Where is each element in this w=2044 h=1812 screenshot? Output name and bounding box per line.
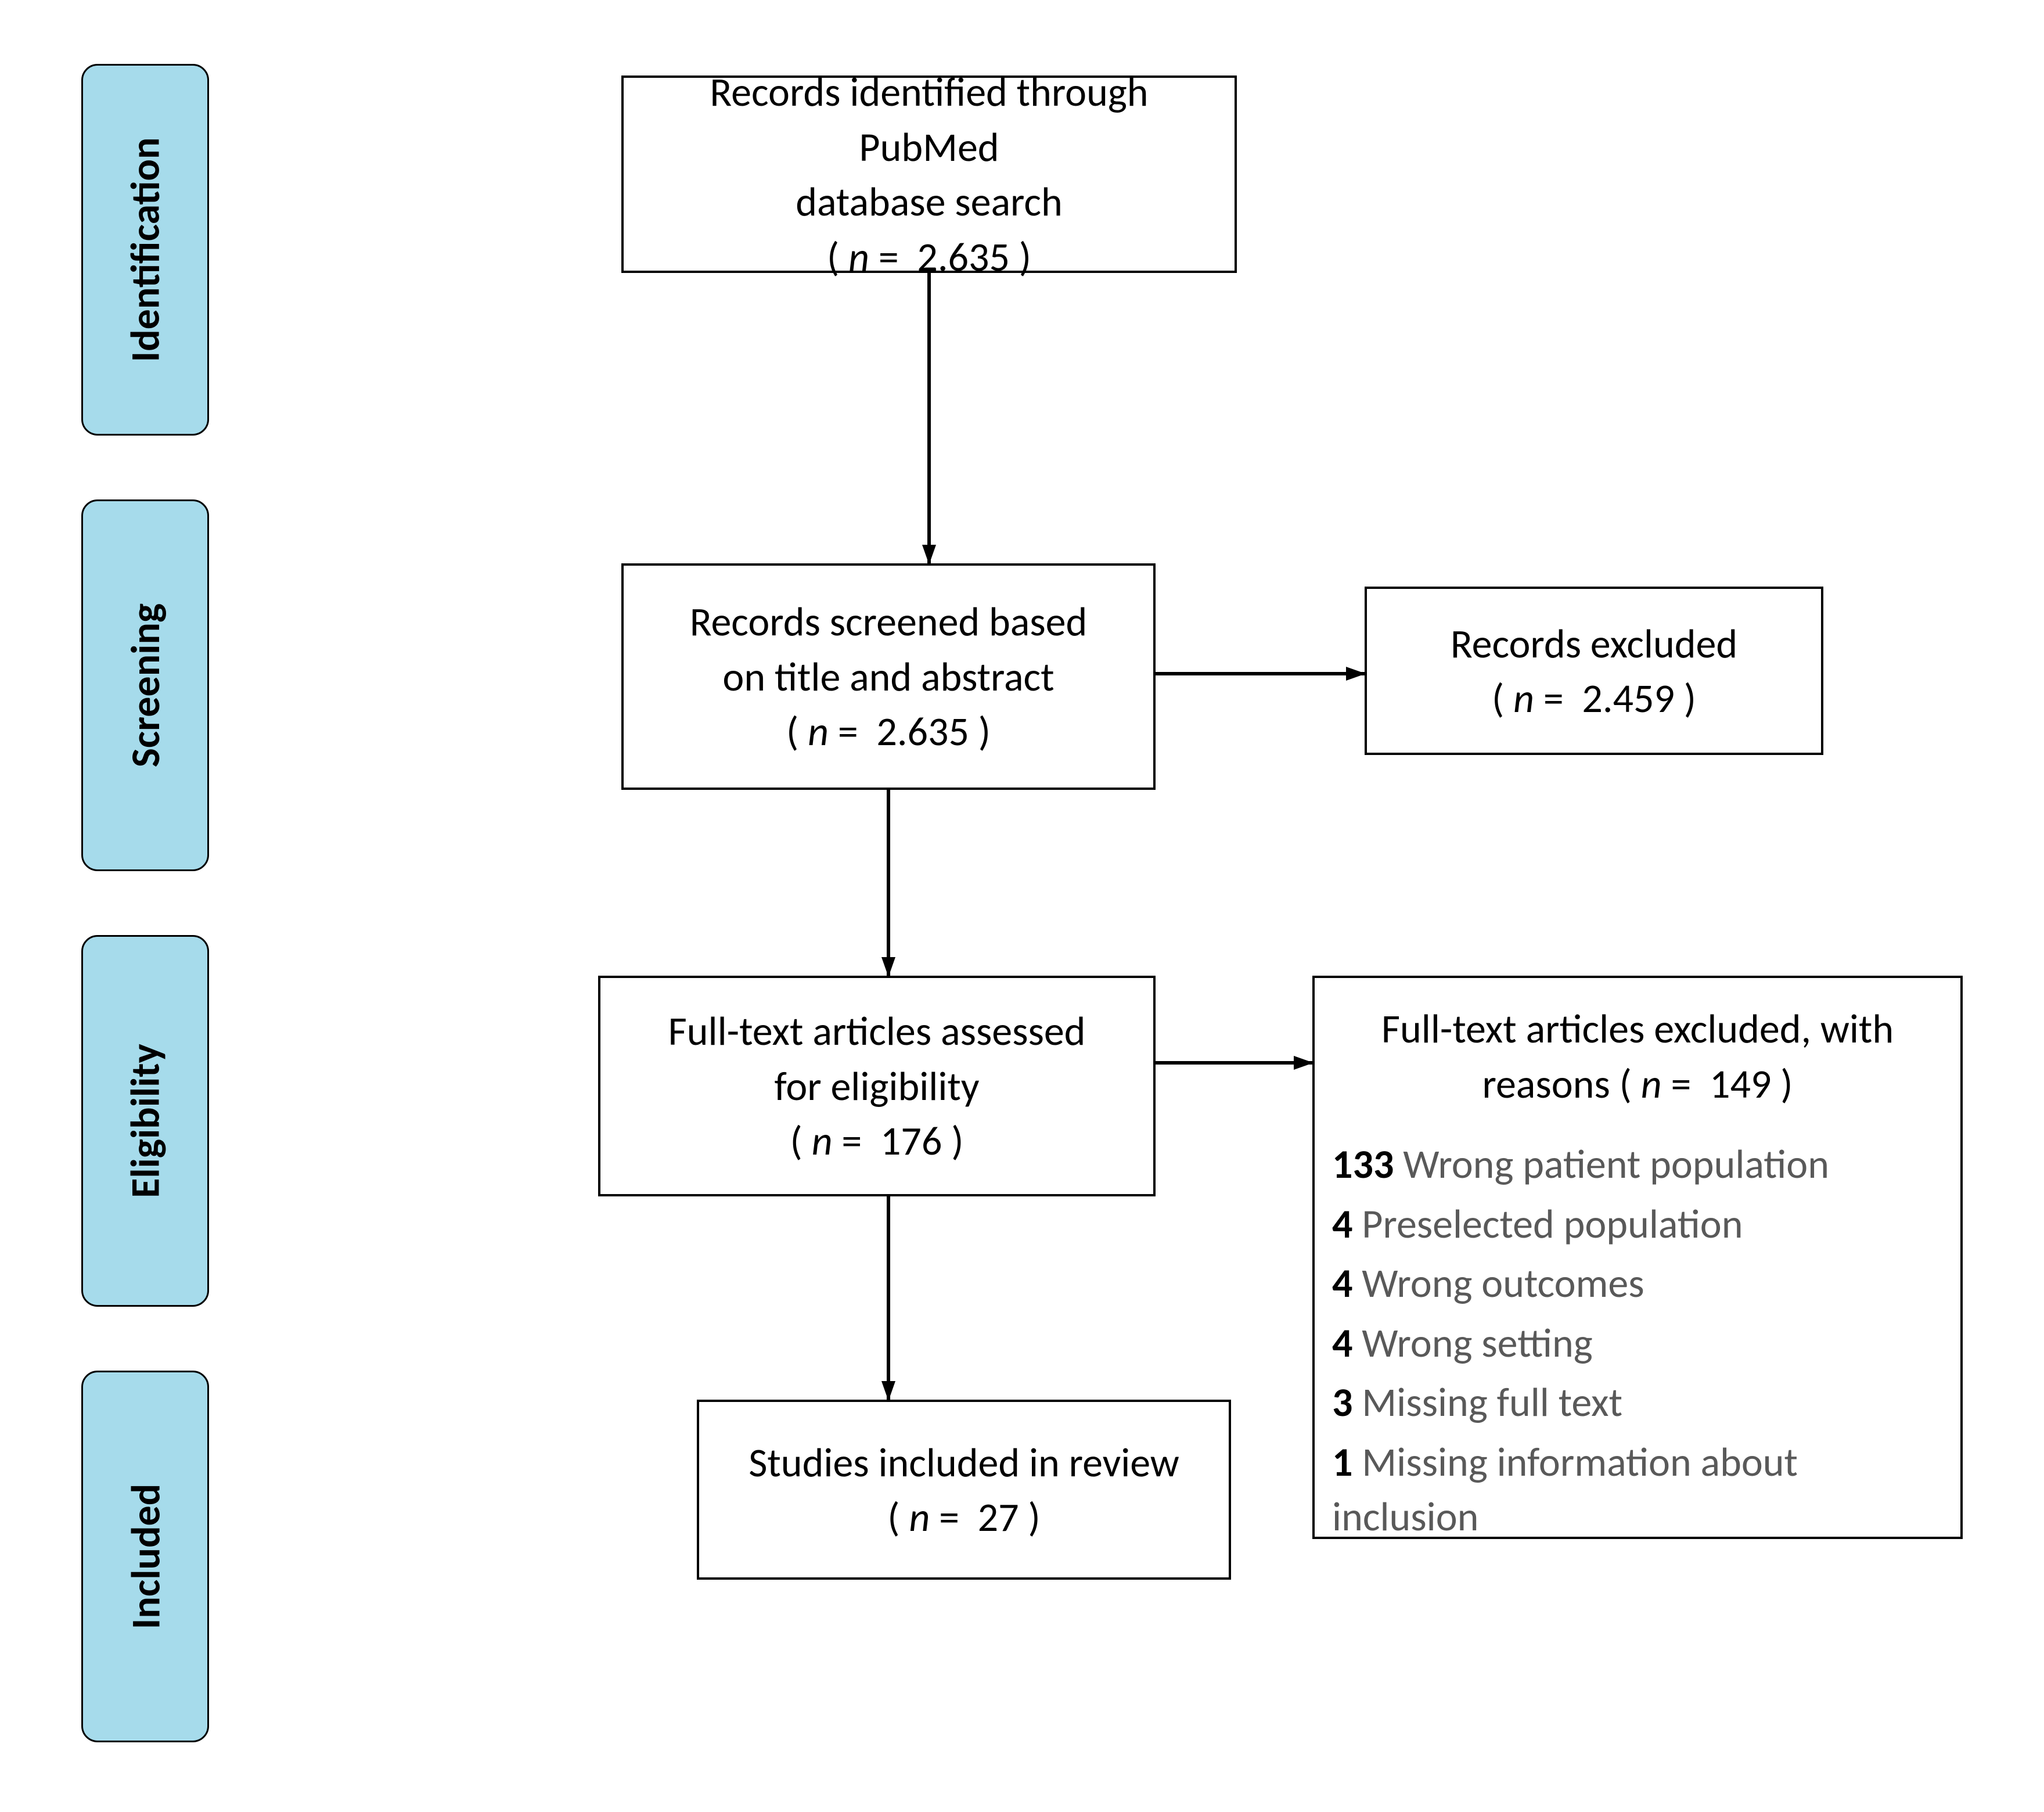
stage-eligibility: Eligibility [81,935,209,1307]
text-line: Records identified through PubMed [641,64,1217,174]
text-line: Full-text articles assessed [668,1004,1086,1059]
stage-included: Included [81,1371,209,1742]
text-line: database search [796,174,1063,229]
prisma-flowchart: Identification Screening Eligibility Includ… [0,0,2044,1812]
exclusion-reason: 4 Wrong outcomes [1332,1256,1644,1311]
n-line: ( n = 2.635 ) [786,704,991,759]
exclusion-reason: 4 Preselected population [1332,1196,1743,1252]
exclusion-reason: 3 Missing full text [1332,1375,1622,1430]
node-records-excluded: Records excluded( n = 2.459 ) [1365,587,1823,755]
exclusion-reason: 133 Wrong patient population [1332,1137,1829,1192]
node-screened: Records screened basedon title and abstr… [621,563,1156,790]
stage-screening: Screening [81,499,209,871]
stage-label-text: Identification [120,137,170,362]
stage-label-text: Included [120,1484,170,1630]
stage-label-text: Screening [120,603,170,767]
node-fulltext-excluded: Full-text articles excluded, withreasons… [1312,976,1963,1539]
excluded-header: Full-text articles excluded, withreasons… [1332,1001,1943,1111]
node-included: Studies included in review( n = 27 ) [697,1400,1231,1580]
text-line: Records screened based [690,594,1088,649]
text-line: on title and abstract [722,649,1054,704]
exclusion-reason: 1 Missing information about inclusion [1332,1435,1943,1544]
text-line: for eligibility [774,1059,979,1114]
exclusion-reason: 4 Wrong setting [1332,1315,1593,1371]
n-line: ( n = 27 ) [887,1490,1040,1545]
n-line: ( n = 2.459 ) [1492,671,1696,726]
text-line: Studies included in review [748,1435,1179,1490]
stage-identification: Identification [81,64,209,436]
n-line: ( n = 2.635 ) [827,229,1031,285]
text-line: Records excluded [1451,616,1737,671]
stage-label-text: Eligibility [120,1044,170,1198]
node-identified: Records identified through PubMeddatabas… [621,76,1237,273]
n-line: ( n = 176 ) [790,1113,964,1169]
node-fulltext: Full-text articles assessedfor eligibili… [598,976,1156,1196]
